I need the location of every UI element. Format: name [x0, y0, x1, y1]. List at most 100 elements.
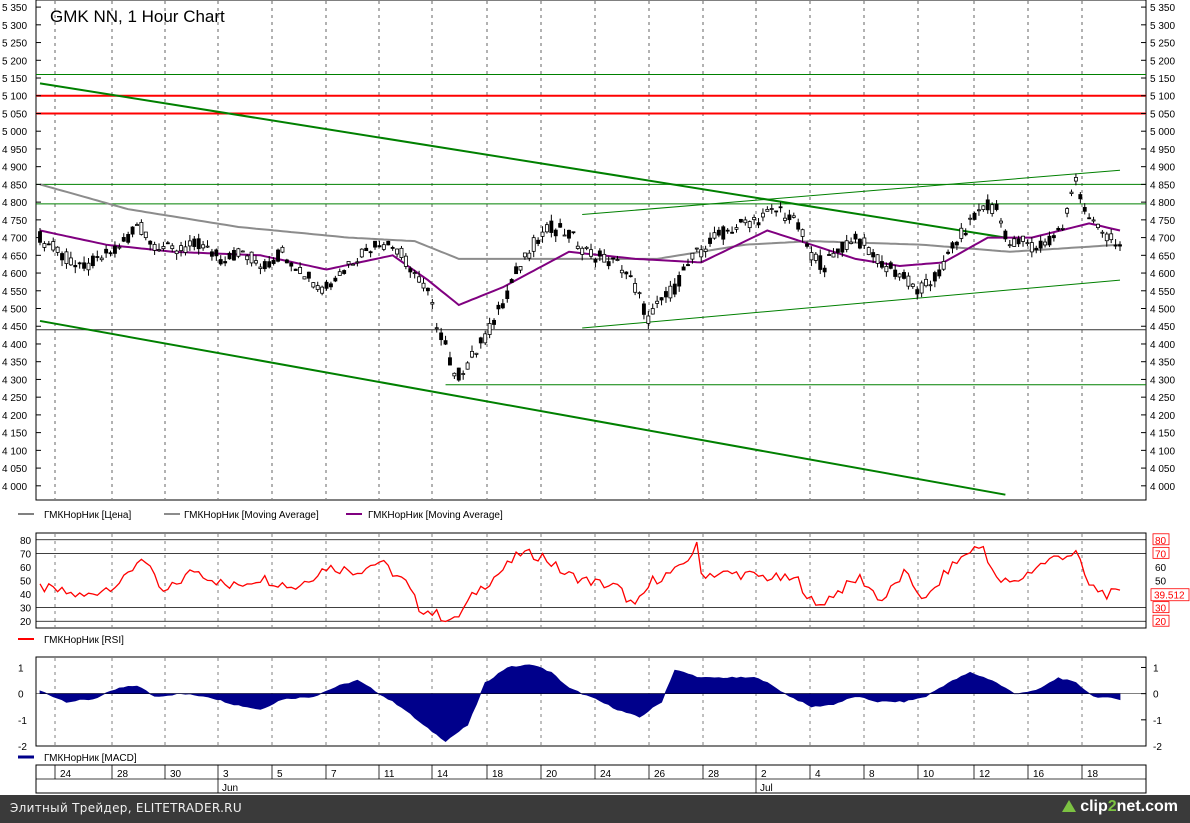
candle-body [284, 259, 289, 264]
candle [712, 226, 717, 240]
candle-body [950, 242, 955, 249]
candle-body [884, 266, 889, 273]
candle-body [77, 262, 82, 265]
candle-body [725, 229, 730, 232]
candle [681, 263, 686, 271]
candle-body [412, 272, 417, 275]
candle-body [456, 367, 461, 381]
candle-body [254, 260, 258, 264]
candle [395, 248, 400, 258]
candle [809, 246, 814, 267]
candle [831, 248, 836, 258]
candle-body [1087, 217, 1092, 220]
candle-body [271, 259, 276, 264]
candle [461, 370, 466, 380]
candle-body [90, 255, 95, 267]
candle-body [1109, 233, 1114, 241]
candle [514, 262, 519, 275]
candle-body [170, 245, 175, 250]
candle-body [359, 248, 364, 258]
candle [686, 258, 690, 267]
rsi-tick-box [1152, 601, 1170, 614]
macd-tick-label-left: -1 [18, 716, 27, 727]
candle-body [443, 340, 448, 345]
macd-tick-label-right: -1 [1153, 716, 1162, 727]
candle-body [99, 257, 104, 261]
candle [465, 361, 470, 370]
candle-body [835, 248, 840, 253]
candle [293, 268, 298, 271]
y-tick-label-left: 5 350 [2, 3, 27, 14]
rsi-tick-label-left: 40 [20, 590, 32, 601]
candle-body [95, 256, 100, 258]
candle [985, 194, 990, 214]
candle-body [60, 253, 64, 261]
candle [112, 241, 117, 258]
candle [906, 272, 911, 290]
rsi-legend: ГМКНорНик [RSI] [18, 635, 124, 646]
candle-body [126, 234, 131, 243]
candle-body [315, 285, 320, 290]
y-tick-label-left: 4 500 [2, 305, 27, 316]
candle-body [1012, 238, 1017, 247]
candle-body [258, 266, 263, 269]
candle-body [937, 269, 942, 277]
candle-body [690, 252, 695, 260]
candle-body [293, 268, 298, 271]
y-tick-label-right: 4 000 [1150, 482, 1175, 493]
month-label: Jul [760, 783, 773, 794]
y-tick-label-right: 4 750 [1150, 216, 1175, 227]
date-label: 20 [546, 769, 558, 780]
rsi-tick-label-right: 20 [1155, 617, 1167, 628]
candle [373, 240, 377, 250]
candle-body [514, 266, 519, 275]
candle [143, 231, 148, 241]
candle-body [68, 257, 73, 266]
rsi-tick-label-right: 30 [1155, 604, 1167, 615]
candle [165, 240, 170, 245]
candle [862, 234, 867, 249]
candle-body [1034, 247, 1039, 251]
brand-logo[interactable]: clip2net.com [1062, 798, 1178, 816]
candle-body [201, 244, 206, 249]
candle-body [377, 245, 382, 248]
candle [1104, 231, 1109, 247]
candle-body [976, 209, 981, 212]
candle [866, 246, 871, 256]
candle-body [448, 357, 452, 366]
candle-body [866, 247, 871, 255]
candle [752, 214, 757, 225]
candle [315, 281, 320, 293]
candle [963, 228, 968, 237]
candle [897, 272, 902, 281]
candle-body [893, 269, 898, 277]
candle-body [470, 350, 474, 358]
candle-body [664, 291, 668, 298]
candle [430, 299, 435, 310]
candle [227, 251, 232, 260]
candle [571, 231, 576, 235]
candle [646, 311, 651, 329]
candle-body [152, 244, 157, 251]
y-tick-label-right: 4 650 [1150, 251, 1175, 262]
candle [1118, 241, 1122, 251]
date-label: 12 [979, 769, 991, 780]
candle-body [408, 268, 413, 273]
date-label: 24 [60, 769, 72, 780]
candle [1078, 192, 1083, 204]
candle [1012, 235, 1017, 247]
candle [1007, 240, 1012, 249]
candle [1025, 239, 1030, 247]
footer-text: Элитный Трейдер, ELITETRADER.RU [10, 801, 242, 815]
candle [549, 214, 554, 238]
rsi-tick-label-right: 70 [1155, 549, 1167, 560]
candle-body [1065, 208, 1070, 214]
candle-body [730, 231, 735, 234]
candle [157, 243, 161, 253]
candle-body [615, 259, 620, 261]
candle [857, 238, 862, 250]
macd-tick-label-left: 0 [18, 690, 24, 701]
rsi-tick-label-left: 50 [20, 577, 32, 588]
candle-body [558, 223, 563, 228]
date-label: 18 [1087, 769, 1099, 780]
